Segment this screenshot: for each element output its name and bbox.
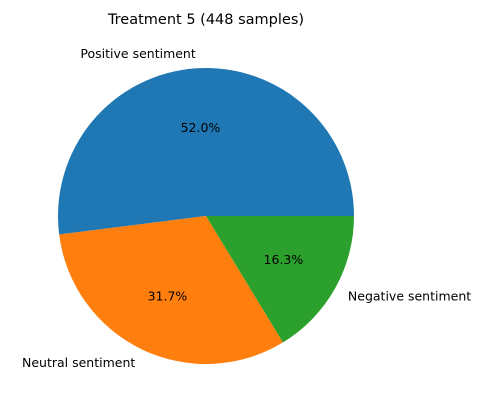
slice-pct-neutral-sentiment: 31.7% bbox=[148, 288, 188, 303]
slice-pct-positive-sentiment: 52.0% bbox=[181, 120, 221, 135]
slice-pct-negative-sentiment: 16.3% bbox=[264, 252, 304, 267]
pie-slice-positive-sentiment bbox=[58, 68, 355, 235]
pie-labels: Positive sentiment 52.0% Neutral sentiment… bbox=[22, 46, 471, 370]
pie-slices bbox=[58, 68, 355, 365]
slice-label-neutral-sentiment: Neutral sentiment bbox=[22, 355, 135, 370]
pie-slice-neutral-sentiment bbox=[59, 216, 283, 365]
pie-slice-negative-sentiment bbox=[206, 216, 354, 343]
slice-label-negative-sentiment: Negative sentiment bbox=[348, 288, 471, 303]
chart-title: Treatment 5 (448 samples) bbox=[107, 12, 304, 28]
slice-label-positive-sentiment: Positive sentiment bbox=[80, 46, 195, 61]
